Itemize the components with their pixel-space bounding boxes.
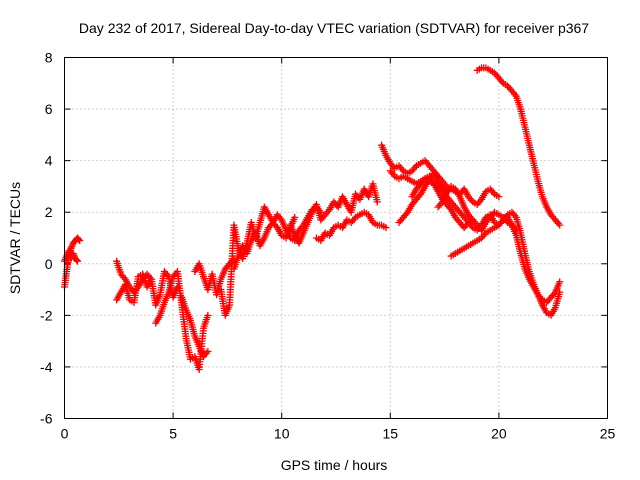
series-sat-j: [286, 180, 381, 247]
series-sat-d: [113, 257, 155, 296]
data-point: [382, 224, 390, 232]
data-point: [204, 311, 212, 319]
data-layer: [61, 64, 564, 374]
x-tick-label: 25: [600, 426, 616, 442]
data-point: [373, 198, 381, 206]
y-tick-label: -2: [40, 307, 53, 323]
y-tick-label: -4: [40, 359, 53, 375]
data-point: [76, 237, 84, 245]
data-point: [74, 257, 82, 265]
x-tick-label: 5: [169, 426, 177, 442]
y-tick-label: 8: [45, 50, 53, 66]
x-tick-label: 15: [383, 426, 399, 442]
data-point: [556, 278, 564, 286]
tick-layer: 0 5 10 15 20 25 -6 -4 -2 0 2 4 6 8: [40, 50, 615, 442]
data-point-interp: [75, 235, 83, 243]
x-tick-label: 20: [491, 426, 507, 442]
series-sat-q: [447, 208, 564, 319]
series-sat-f: [178, 293, 212, 361]
data-point-interp: [72, 256, 80, 264]
plot-frame: [64, 57, 608, 419]
y-axis-label: SDTVAR / TECUs: [7, 182, 23, 294]
y-tick-label: 4: [45, 153, 53, 169]
chart-title: Day 232 of 2017, Sidereal Day-to-day VTE…: [79, 20, 589, 36]
y-tick-label: -6: [40, 411, 53, 427]
series-sat-r: [473, 64, 564, 229]
data-point: [204, 347, 212, 355]
x-axis-label: GPS time / hours: [281, 457, 388, 473]
y-tick-label: 6: [45, 101, 53, 117]
x-tick-label: 10: [274, 426, 290, 442]
data-point: [556, 288, 564, 296]
data-point: [147, 275, 155, 283]
series-sat-h: [217, 203, 299, 319]
series-sat-k: [312, 208, 390, 245]
data-point: [556, 221, 564, 229]
grid-layer: [64, 57, 608, 419]
data-point: [291, 213, 299, 221]
data-point: [495, 193, 503, 201]
y-tick-label: 2: [45, 204, 53, 220]
x-tick-label: 0: [61, 426, 69, 442]
y-tick-label: 0: [45, 256, 53, 272]
